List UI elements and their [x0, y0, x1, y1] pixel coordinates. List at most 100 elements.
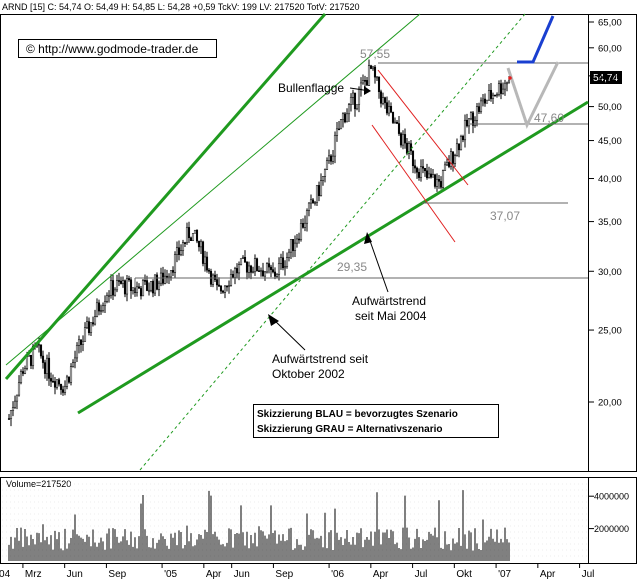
price-candle [185, 227, 189, 244]
price-candle [315, 185, 319, 203]
price-candle [375, 76, 379, 79]
volume-bars [8, 490, 510, 561]
price-candle [381, 97, 385, 104]
level-label-5755: 57,55 [360, 47, 390, 61]
price-candle [109, 280, 113, 296]
price-candle [241, 256, 245, 259]
price-candle [435, 179, 439, 187]
price-candle [119, 280, 123, 284]
x-tick-label: Okt [456, 569, 472, 580]
price-candle [355, 104, 359, 110]
price-candle [441, 170, 445, 188]
price-candle [53, 381, 57, 388]
price-candle [231, 274, 235, 278]
price-candle [233, 268, 237, 278]
legend-grey-text: Skizzierung GRAU = Alternativszenario [257, 424, 443, 435]
price-candle [433, 174, 437, 187]
x-tick-label: '04 [0, 569, 11, 580]
price-candle [29, 354, 33, 366]
price-candle [73, 357, 77, 363]
price-candle [385, 102, 389, 114]
price-candle [425, 170, 429, 179]
price-candle [405, 142, 409, 154]
price-candle [7, 418, 11, 420]
y-tick-label: 55,00 [598, 71, 622, 82]
price-candle [145, 280, 149, 291]
price-candle [369, 65, 373, 69]
price-candle [305, 210, 309, 224]
price-candle [349, 97, 353, 105]
price-candle [137, 286, 141, 289]
price-candle [407, 143, 411, 154]
x-tick-label: Jun [234, 569, 250, 580]
price-candle [377, 76, 381, 92]
price-candle [317, 185, 321, 196]
price-candle [257, 270, 261, 272]
price-candle [175, 247, 179, 255]
price-candle [77, 339, 81, 346]
price-candle [157, 282, 161, 290]
price-candle [477, 106, 481, 112]
price-candle [183, 242, 187, 244]
price-candle [255, 258, 259, 271]
price-candle [261, 270, 265, 277]
scenario-legend-box [253, 404, 499, 438]
price-candle [291, 239, 295, 251]
trend-may-2004-label-1: Aufwärtstrend [352, 294, 426, 308]
price-candle [203, 256, 207, 264]
price-candle [475, 106, 479, 121]
x-tick-label: Jun [67, 569, 83, 580]
price-candle [393, 121, 397, 124]
price-candle [101, 305, 105, 311]
scenario-grey [506, 61, 560, 129]
x-tick-label: Mrz [25, 569, 42, 580]
price-candle [123, 280, 127, 295]
price-candle [113, 289, 117, 296]
price-candle [223, 285, 227, 293]
price-candle [187, 227, 191, 238]
y-tick-label: 40,00 [598, 174, 622, 185]
last-price-dot [508, 76, 512, 80]
price-candle [319, 180, 323, 196]
price-candle [215, 279, 219, 286]
price-candle [121, 280, 125, 284]
price-candle [473, 120, 477, 126]
price-candle [65, 376, 69, 387]
price-candle [307, 202, 311, 211]
price-candle [395, 121, 399, 124]
outer-channel-line [4, 13, 327, 380]
price-candle [449, 151, 453, 167]
price-candle [19, 371, 23, 384]
price-candle [497, 83, 501, 95]
price-candle [461, 136, 465, 141]
price-candle [191, 232, 195, 241]
price-candle [423, 167, 427, 171]
price-candle [49, 378, 53, 382]
price-candle [469, 112, 473, 120]
price-candle [247, 265, 251, 273]
volume-y-tick-label: 4000000 [594, 492, 629, 502]
y-tick-label: 50,00 [598, 102, 622, 113]
trendline-may-2004 [77, 100, 589, 415]
price-candle [89, 322, 93, 333]
price-candle [39, 344, 43, 357]
price-candle [43, 362, 47, 374]
price-axis-frame [588, 14, 637, 472]
x-tick-label: Jul [582, 569, 595, 580]
price-candle [75, 345, 79, 359]
price-candle [503, 82, 507, 90]
copyright-text: © http://www.godmode-trader.de [26, 42, 199, 56]
price-candle [483, 98, 487, 104]
price-candle [51, 380, 55, 383]
price-candle [115, 280, 119, 291]
legend-blue-text: Skizzierung BLAU = bevorzugtes Szenario [257, 409, 458, 420]
price-candle [243, 256, 247, 263]
price-candle [9, 410, 13, 419]
price-candle [93, 316, 97, 325]
price-candle [431, 174, 435, 178]
price-candle [97, 302, 101, 312]
trend-may-2004-label-2: seit Mai 2004 [355, 309, 427, 323]
price-candle [451, 151, 455, 164]
